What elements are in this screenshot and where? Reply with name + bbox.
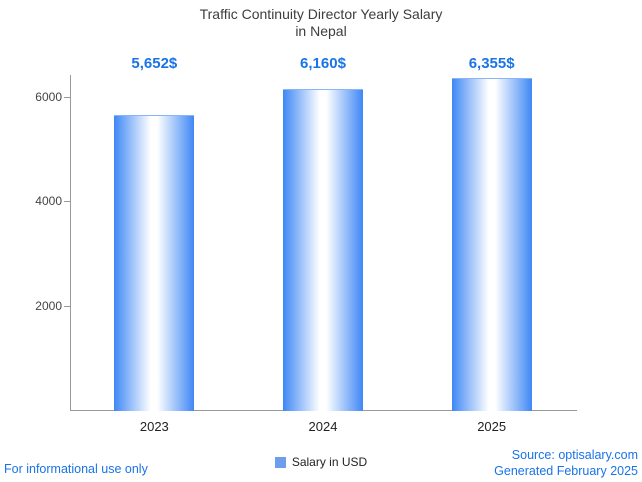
chart-title-line1: Traffic Continuity Director Yearly Salar… (199, 6, 443, 22)
disclaimer-text: For informational use only (4, 462, 148, 476)
source-line: Source: optisalary.com (511, 448, 638, 462)
value-label-2025: 6,355$ (468, 55, 515, 72)
value-label-2024: 6,160$ (300, 55, 346, 72)
y-tick-mark-6000 (64, 97, 70, 98)
y-axis-line (70, 75, 71, 411)
bar-2023 (114, 115, 195, 411)
bar-2024 (283, 88, 363, 411)
x-tick-label-2025: 2025 (477, 419, 507, 434)
y-tick-label-2000: 2000 (35, 298, 62, 313)
y-tick-label-6000: 6000 (35, 90, 62, 104)
generated-line: Generated February 2025 (494, 464, 638, 478)
bar-2025 (451, 78, 532, 411)
legend-swatch (274, 456, 286, 468)
legend: Salary in USD (0, 455, 642, 469)
chart-title-line2: in Nepal (295, 23, 347, 39)
source-info: Source: optisalary.com Generated Februar… (494, 447, 638, 479)
y-tick-label-4000: 4000 (35, 194, 62, 209)
x-tick-label-2023: 2023 (139, 419, 169, 434)
x-tick-label-2024: 2024 (308, 419, 338, 434)
y-tick-mark-2000 (64, 305, 70, 307)
value-label-2023: 5,652$ (131, 55, 178, 72)
y-tick-mark-4000 (64, 201, 70, 203)
chart-title: Traffic Continuity Director Yearly Salar… (0, 6, 642, 40)
legend-label: Salary in USD (291, 455, 368, 469)
